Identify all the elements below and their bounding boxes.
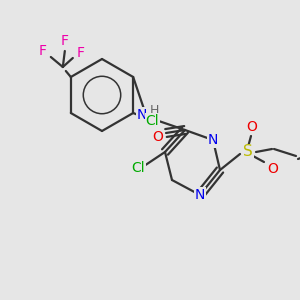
- Text: H: H: [149, 104, 159, 118]
- Text: N: N: [137, 108, 147, 122]
- Text: F: F: [39, 44, 47, 58]
- Text: N: N: [208, 133, 218, 147]
- Text: O: O: [268, 162, 278, 176]
- Text: Cl: Cl: [146, 114, 159, 128]
- Text: F: F: [77, 46, 85, 60]
- Text: O: O: [247, 120, 257, 134]
- Text: O: O: [153, 130, 164, 144]
- Text: F: F: [61, 34, 69, 48]
- Text: Cl: Cl: [131, 161, 145, 175]
- Text: S: S: [243, 145, 253, 160]
- Text: N: N: [195, 188, 205, 202]
